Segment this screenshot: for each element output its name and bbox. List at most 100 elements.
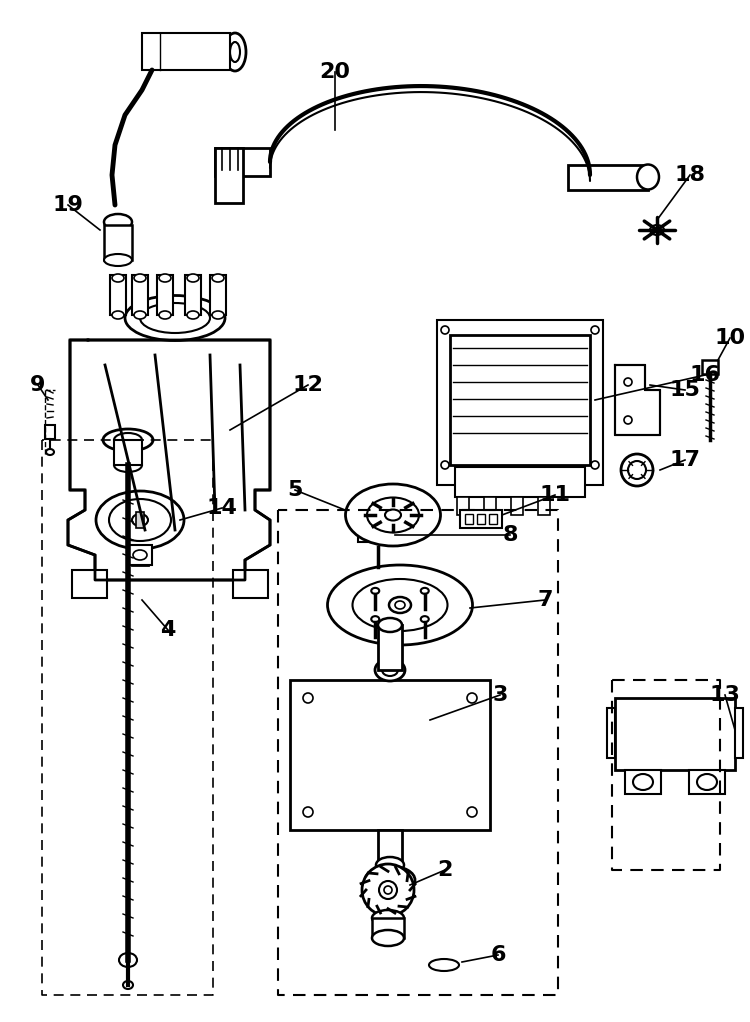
Text: 6: 6: [490, 945, 506, 965]
Bar: [215, 148, 270, 176]
Ellipse shape: [421, 588, 429, 594]
Text: 3: 3: [492, 685, 508, 705]
Bar: [372, 918, 404, 938]
Ellipse shape: [624, 416, 632, 424]
Ellipse shape: [697, 774, 717, 790]
Ellipse shape: [96, 491, 184, 549]
Bar: [157, 275, 173, 315]
Ellipse shape: [624, 378, 632, 386]
Ellipse shape: [114, 433, 142, 447]
Ellipse shape: [109, 499, 171, 541]
Ellipse shape: [379, 881, 397, 899]
Bar: [607, 708, 615, 758]
Ellipse shape: [125, 295, 225, 340]
Ellipse shape: [650, 225, 664, 235]
Polygon shape: [142, 33, 230, 69]
Bar: [233, 570, 268, 598]
Ellipse shape: [46, 449, 54, 455]
Text: 15: 15: [670, 380, 700, 400]
Ellipse shape: [212, 311, 224, 319]
Bar: [210, 275, 226, 315]
Polygon shape: [68, 340, 270, 580]
Ellipse shape: [212, 274, 224, 282]
Text: 13: 13: [710, 685, 740, 705]
Ellipse shape: [362, 864, 414, 916]
Ellipse shape: [140, 303, 210, 333]
Ellipse shape: [372, 910, 404, 926]
Bar: [625, 770, 661, 794]
Ellipse shape: [133, 550, 147, 560]
Bar: [378, 625, 402, 670]
Text: 14: 14: [206, 498, 238, 518]
Bar: [185, 275, 201, 315]
Ellipse shape: [114, 458, 142, 472]
Bar: [114, 440, 142, 465]
Bar: [358, 520, 390, 542]
Bar: [132, 275, 148, 315]
Ellipse shape: [187, 311, 199, 319]
Ellipse shape: [621, 454, 653, 486]
Bar: [538, 497, 550, 515]
Ellipse shape: [104, 254, 132, 266]
Bar: [465, 514, 473, 524]
Text: 7: 7: [537, 590, 553, 610]
Ellipse shape: [467, 693, 477, 703]
Ellipse shape: [134, 274, 146, 282]
Bar: [460, 510, 502, 528]
Ellipse shape: [112, 274, 124, 282]
Bar: [215, 148, 243, 203]
Text: 4: 4: [160, 620, 176, 640]
Ellipse shape: [591, 326, 599, 334]
Bar: [437, 320, 603, 485]
Ellipse shape: [441, 461, 449, 469]
Ellipse shape: [159, 274, 171, 282]
Ellipse shape: [328, 565, 472, 645]
Ellipse shape: [654, 228, 660, 232]
Ellipse shape: [441, 326, 449, 334]
Ellipse shape: [385, 510, 401, 520]
Text: 9: 9: [30, 375, 46, 394]
Ellipse shape: [467, 807, 477, 817]
Text: 12: 12: [292, 375, 323, 394]
Bar: [128, 545, 152, 565]
Text: 5: 5: [287, 480, 303, 500]
Ellipse shape: [395, 601, 405, 609]
Ellipse shape: [372, 930, 404, 946]
Bar: [455, 467, 585, 497]
Bar: [511, 497, 523, 515]
Ellipse shape: [365, 866, 415, 894]
Ellipse shape: [375, 659, 405, 681]
Ellipse shape: [376, 857, 404, 873]
Ellipse shape: [112, 311, 124, 319]
Bar: [489, 514, 497, 524]
Text: 19: 19: [53, 195, 83, 215]
Ellipse shape: [628, 461, 646, 479]
Text: 2: 2: [437, 860, 453, 880]
Bar: [568, 165, 648, 190]
Ellipse shape: [103, 429, 153, 451]
Ellipse shape: [421, 616, 429, 622]
Polygon shape: [615, 365, 660, 435]
Bar: [477, 514, 485, 524]
Text: 10: 10: [715, 328, 746, 349]
Bar: [484, 497, 496, 515]
Text: 17: 17: [670, 450, 700, 470]
Text: 16: 16: [689, 365, 721, 385]
Bar: [378, 830, 402, 865]
Text: 8: 8: [503, 525, 518, 545]
Bar: [457, 497, 469, 515]
Bar: [702, 360, 718, 374]
Ellipse shape: [187, 274, 199, 282]
Bar: [363, 523, 385, 537]
Ellipse shape: [303, 693, 313, 703]
Ellipse shape: [378, 873, 402, 887]
Ellipse shape: [633, 774, 653, 790]
Bar: [689, 770, 725, 794]
Ellipse shape: [352, 579, 448, 631]
Ellipse shape: [104, 214, 132, 230]
Ellipse shape: [119, 953, 137, 967]
Ellipse shape: [224, 33, 246, 71]
Ellipse shape: [429, 959, 459, 971]
Bar: [735, 708, 743, 758]
Ellipse shape: [123, 981, 133, 989]
